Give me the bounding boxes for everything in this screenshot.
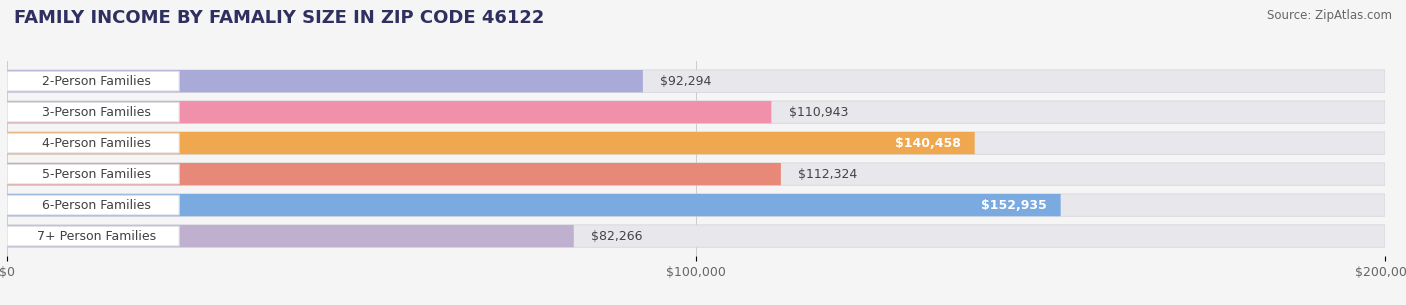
Text: $92,294: $92,294 (659, 75, 711, 88)
FancyBboxPatch shape (7, 70, 643, 92)
Text: $152,935: $152,935 (981, 199, 1047, 212)
Text: FAMILY INCOME BY FAMALIY SIZE IN ZIP CODE 46122: FAMILY INCOME BY FAMALIY SIZE IN ZIP COD… (14, 9, 544, 27)
Text: 6-Person Families: 6-Person Families (42, 199, 150, 212)
FancyBboxPatch shape (7, 164, 180, 184)
Text: $112,324: $112,324 (799, 167, 858, 181)
FancyBboxPatch shape (7, 102, 180, 122)
Text: $110,943: $110,943 (789, 106, 848, 119)
FancyBboxPatch shape (7, 71, 180, 91)
FancyBboxPatch shape (7, 225, 574, 247)
FancyBboxPatch shape (7, 133, 180, 153)
FancyBboxPatch shape (7, 194, 1060, 216)
Text: 7+ Person Families: 7+ Person Families (37, 230, 156, 242)
FancyBboxPatch shape (7, 132, 1385, 154)
Text: 5-Person Families: 5-Person Families (42, 167, 150, 181)
Text: $82,266: $82,266 (591, 230, 643, 242)
FancyBboxPatch shape (7, 163, 780, 185)
Text: 4-Person Families: 4-Person Families (42, 137, 150, 150)
FancyBboxPatch shape (7, 226, 180, 246)
FancyBboxPatch shape (7, 163, 1385, 185)
Text: $140,458: $140,458 (896, 137, 960, 150)
FancyBboxPatch shape (7, 101, 772, 123)
FancyBboxPatch shape (7, 225, 1385, 247)
FancyBboxPatch shape (7, 70, 1385, 92)
FancyBboxPatch shape (7, 194, 1385, 216)
Text: Source: ZipAtlas.com: Source: ZipAtlas.com (1267, 9, 1392, 22)
FancyBboxPatch shape (7, 195, 180, 215)
FancyBboxPatch shape (7, 132, 974, 154)
Text: 3-Person Families: 3-Person Families (42, 106, 150, 119)
Text: 2-Person Families: 2-Person Families (42, 75, 150, 88)
FancyBboxPatch shape (7, 101, 1385, 123)
